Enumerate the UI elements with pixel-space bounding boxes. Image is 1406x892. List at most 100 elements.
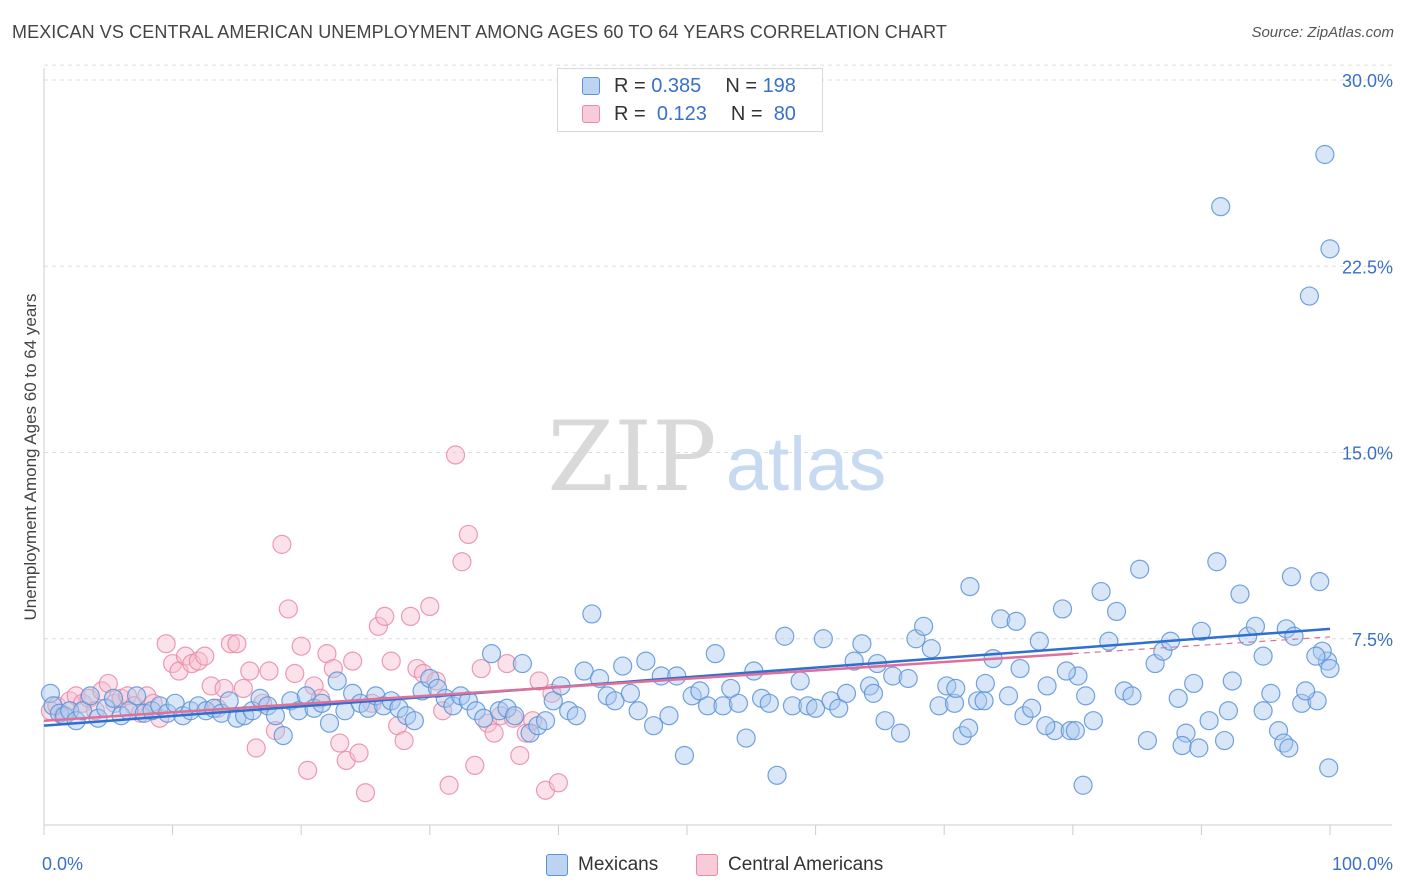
mexicans-point (1320, 239, 1340, 259)
central-americans-point (291, 636, 311, 656)
central-americans-point (259, 661, 279, 681)
central-legend-label: Central Americans (728, 854, 884, 875)
stats-legend: R = 0.385 N = 198 R = 0.123 N = 80 (557, 68, 823, 132)
y-tick-label: 7.5% (1352, 630, 1393, 650)
central-americans-point (349, 743, 369, 763)
chart-title: MEXICAN VS CENTRAL AMERICAN UNEMPLOYMENT… (12, 22, 947, 42)
mexicans-point (1211, 197, 1231, 217)
mexicans-point (1083, 711, 1103, 731)
mexicans-point (1065, 721, 1085, 741)
mexicans-point (852, 634, 872, 654)
mexicans-point (767, 765, 787, 785)
mexicans-point (1037, 676, 1057, 696)
x-tick-label-min: 0.0% (42, 854, 83, 874)
mexicans-point (863, 683, 884, 703)
central-trend-extension (1072, 636, 1331, 655)
mexicans-point (1029, 631, 1049, 651)
mexicans-point (921, 639, 941, 659)
mexicans-point (974, 691, 994, 711)
central-swatch (582, 105, 600, 123)
mexicans-point (466, 701, 486, 721)
mexicans-point (929, 696, 949, 716)
mexicans-point (1073, 775, 1093, 795)
mexicans-trend-line (43, 627, 1331, 727)
mexicans-point (543, 691, 563, 711)
mexicans-point (1222, 671, 1242, 691)
central-americans-point (304, 676, 324, 696)
mexicans-n-value: 198 (762, 74, 796, 97)
mexicans-point (1052, 599, 1073, 619)
central-americans-point (497, 653, 517, 674)
mexicans-legend-swatch (546, 854, 568, 876)
mexicans-point (674, 745, 695, 766)
watermark-zip: ZIP (547, 401, 716, 513)
mexicans-point (427, 678, 448, 699)
mexicans-point (1306, 646, 1326, 666)
x-tick-labels: 0.0% 100.0% (42, 854, 1393, 874)
mexicans-point (628, 701, 648, 721)
mexicans-point (898, 668, 918, 689)
mexicans-point (1045, 721, 1065, 741)
central-americans-point (323, 658, 343, 679)
mexicans-point (1315, 144, 1335, 165)
mexicans-point (520, 723, 540, 743)
mexicans-point (1295, 681, 1316, 701)
mexicans-point (798, 696, 818, 716)
mexicans-point (1320, 658, 1340, 679)
central-americans-point (278, 599, 298, 619)
central-americans-point (246, 738, 266, 758)
mexicans-point (705, 644, 725, 664)
mexicans-point (1091, 581, 1111, 602)
mexicans-point (474, 708, 494, 728)
central-americans-point (381, 651, 401, 671)
mexicans-point (1060, 721, 1080, 741)
x-tick-label-max: 100.0% (1332, 854, 1393, 874)
mexicans-point (1292, 693, 1312, 713)
mexicans-point (713, 696, 733, 716)
central-americans-point (368, 616, 388, 636)
mexicans-point (1279, 738, 1299, 758)
mexicans-point (1137, 730, 1157, 751)
central-americans-point (195, 646, 215, 666)
central-americans-point (394, 730, 414, 751)
mexicans-point (1319, 758, 1339, 778)
central-americans-point (529, 671, 549, 691)
mexicans-legend-label: Mexicans (578, 854, 659, 875)
central-americans-points (40, 445, 569, 803)
central-americans-point (433, 701, 453, 721)
central-americans-point (343, 651, 363, 671)
mexicans-point (875, 711, 895, 731)
mexicans-point (914, 616, 934, 636)
central-r-value: 0.123 (656, 102, 707, 125)
mexicans-point (1230, 584, 1250, 604)
central-americans-point (175, 646, 196, 666)
mexicans-point (574, 661, 594, 681)
central-americans-point (240, 661, 260, 681)
mexicans-point (883, 666, 903, 686)
central-americans-point (445, 445, 466, 465)
mexicans-point (1253, 701, 1273, 721)
mexicans-point (613, 656, 633, 676)
legend-row-mexicans: R = 0.385 N = 198 (582, 73, 796, 99)
mexicans-point (535, 711, 556, 731)
mexicans-point (721, 678, 741, 699)
mexicans-point (1168, 688, 1188, 708)
mexicans-point (566, 706, 587, 726)
central-americans-point (471, 658, 491, 679)
mexicans-point (667, 666, 687, 686)
mexicans-point (998, 686, 1019, 706)
bottom-legend-central: Central Americans (696, 852, 883, 878)
mexicans-point (821, 691, 841, 711)
mexicans-point (736, 728, 756, 748)
mexicans-point (1189, 738, 1209, 758)
central-americans-point (452, 552, 472, 572)
mexicans-r-value: 0.385 (651, 74, 702, 97)
mexicans-point (960, 576, 980, 597)
mexicans-point (968, 691, 988, 711)
legend-r-label: R = (614, 74, 646, 97)
mexicans-point (1268, 721, 1289, 741)
mexicans-point (836, 683, 857, 703)
mexicans-point (1245, 616, 1266, 636)
mexicans-point (1022, 698, 1042, 718)
